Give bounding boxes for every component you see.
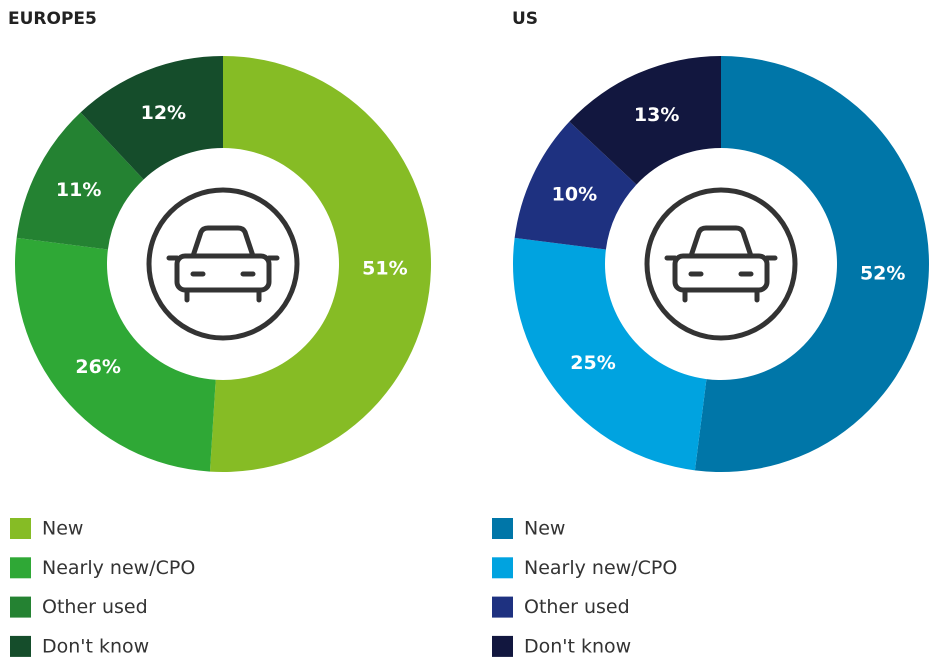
- chart-title: EUROPE5: [8, 9, 97, 29]
- legend-swatch: [492, 557, 513, 579]
- legend-swatch: [10, 596, 31, 618]
- donut-slice: [80, 56, 224, 180]
- data-label: 51%: [362, 258, 407, 280]
- donut-slice: [209, 56, 431, 472]
- legend-label: New: [42, 518, 83, 540]
- legend-label: Don't know: [42, 635, 149, 657]
- legend-label: New: [524, 518, 565, 540]
- legend-swatch: [10, 635, 31, 657]
- data-label: 11%: [56, 179, 101, 201]
- donut-slice: [514, 121, 637, 250]
- legend-label: Other used: [524, 596, 630, 618]
- data-label: 13%: [634, 104, 679, 126]
- legend-swatch: [492, 518, 513, 539]
- legend-label: Nearly new/CPO: [42, 557, 195, 579]
- chart-title: US: [512, 9, 538, 29]
- car-icon: [146, 187, 300, 341]
- legend-label: Don't know: [524, 635, 631, 657]
- legend-swatch: [492, 596, 513, 618]
- donut-slice: [694, 56, 929, 472]
- data-label: 10%: [552, 184, 597, 206]
- data-label: 25%: [570, 352, 615, 374]
- legend-label: Nearly new/CPO: [524, 557, 677, 579]
- legend-label: Other used: [42, 596, 148, 618]
- legend-swatch: [492, 635, 513, 657]
- donut-slice: [16, 112, 144, 250]
- car-icon: [644, 187, 798, 341]
- legend-swatch: [10, 518, 31, 539]
- data-label: 12%: [141, 102, 186, 124]
- data-label: 26%: [75, 356, 120, 378]
- data-label: 52%: [860, 263, 905, 285]
- donut-slice: [512, 237, 707, 471]
- donut-slice: [569, 56, 721, 185]
- legend-swatch: [10, 557, 31, 579]
- donut-slice: [14, 237, 216, 472]
